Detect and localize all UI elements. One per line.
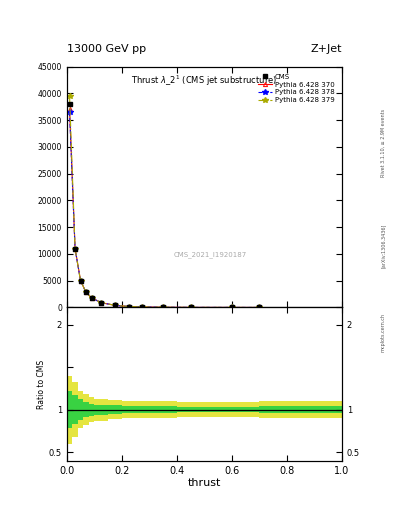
CMS bbox=[78, 278, 83, 284]
Pythia 6.428 378 bbox=[127, 304, 131, 310]
Pythia 6.428 378 bbox=[73, 246, 77, 252]
Text: Thrust $\lambda\_2^1$ (CMS jet substructure): Thrust $\lambda\_2^1$ (CMS jet substruct… bbox=[131, 74, 277, 88]
Pythia 6.428 370 bbox=[84, 289, 88, 295]
Pythia 6.428 378 bbox=[67, 109, 72, 115]
CMS bbox=[113, 302, 118, 308]
Pythia 6.428 370 bbox=[67, 106, 72, 113]
CMS bbox=[89, 295, 94, 301]
CMS bbox=[188, 304, 193, 310]
Text: Z+Jet: Z+Jet bbox=[310, 44, 342, 54]
Line: CMS: CMS bbox=[68, 102, 261, 310]
Pythia 6.428 370 bbox=[257, 305, 262, 311]
Pythia 6.428 378 bbox=[99, 300, 104, 306]
Pythia 6.428 379 bbox=[230, 304, 234, 310]
CMS bbox=[73, 246, 77, 252]
Line: Pythia 6.428 379: Pythia 6.428 379 bbox=[67, 93, 262, 310]
Pythia 6.428 378 bbox=[89, 295, 94, 301]
Pythia 6.428 379 bbox=[140, 304, 145, 310]
Pythia 6.428 370 bbox=[127, 304, 131, 310]
X-axis label: thrust: thrust bbox=[188, 478, 221, 488]
Pythia 6.428 370 bbox=[140, 304, 145, 310]
Pythia 6.428 379 bbox=[73, 246, 77, 252]
Line: Pythia 6.428 378: Pythia 6.428 378 bbox=[67, 109, 262, 310]
CMS bbox=[230, 304, 234, 310]
CMS bbox=[161, 304, 165, 310]
Line: Pythia 6.428 370: Pythia 6.428 370 bbox=[68, 108, 261, 310]
Pythia 6.428 379 bbox=[161, 304, 165, 310]
Pythia 6.428 379 bbox=[188, 304, 193, 310]
Pythia 6.428 378 bbox=[84, 289, 88, 295]
CMS bbox=[99, 300, 104, 306]
Pythia 6.428 370 bbox=[73, 246, 77, 252]
Y-axis label: Ratio to CMS: Ratio to CMS bbox=[37, 359, 46, 409]
Pythia 6.428 378 bbox=[140, 304, 145, 310]
Pythia 6.428 370 bbox=[161, 304, 165, 310]
Text: 13000 GeV pp: 13000 GeV pp bbox=[67, 44, 146, 54]
Pythia 6.428 379 bbox=[78, 278, 83, 284]
Pythia 6.428 378 bbox=[188, 304, 193, 310]
CMS bbox=[140, 304, 145, 310]
Pythia 6.428 379 bbox=[127, 304, 131, 310]
Pythia 6.428 378 bbox=[161, 304, 165, 310]
Text: [arXiv:1306.3436]: [arXiv:1306.3436] bbox=[381, 224, 386, 268]
Pythia 6.428 379 bbox=[67, 93, 72, 99]
Pythia 6.428 378 bbox=[257, 305, 262, 311]
Pythia 6.428 378 bbox=[78, 278, 83, 284]
Pythia 6.428 378 bbox=[230, 304, 234, 310]
Text: CMS_2021_I1920187: CMS_2021_I1920187 bbox=[173, 251, 246, 258]
Pythia 6.428 379 bbox=[89, 295, 94, 301]
Text: Rivet 3.1.10, ≥ 2.9M events: Rivet 3.1.10, ≥ 2.9M events bbox=[381, 109, 386, 178]
Pythia 6.428 379 bbox=[113, 302, 118, 308]
Legend: CMS, Pythia 6.428 370, Pythia 6.428 378, Pythia 6.428 379: CMS, Pythia 6.428 370, Pythia 6.428 378,… bbox=[257, 72, 336, 104]
CMS bbox=[67, 101, 72, 107]
CMS bbox=[127, 304, 131, 310]
Pythia 6.428 370 bbox=[188, 304, 193, 310]
Pythia 6.428 370 bbox=[230, 304, 234, 310]
Pythia 6.428 379 bbox=[257, 305, 262, 311]
Pythia 6.428 370 bbox=[78, 278, 83, 284]
Pythia 6.428 370 bbox=[99, 300, 104, 306]
Pythia 6.428 379 bbox=[99, 300, 104, 306]
Pythia 6.428 379 bbox=[84, 289, 88, 295]
Pythia 6.428 378 bbox=[113, 302, 118, 308]
CMS bbox=[257, 305, 262, 311]
CMS bbox=[84, 289, 88, 295]
Pythia 6.428 370 bbox=[89, 295, 94, 301]
Pythia 6.428 370 bbox=[113, 302, 118, 308]
Text: mcplots.cern.ch: mcplots.cern.ch bbox=[381, 313, 386, 352]
